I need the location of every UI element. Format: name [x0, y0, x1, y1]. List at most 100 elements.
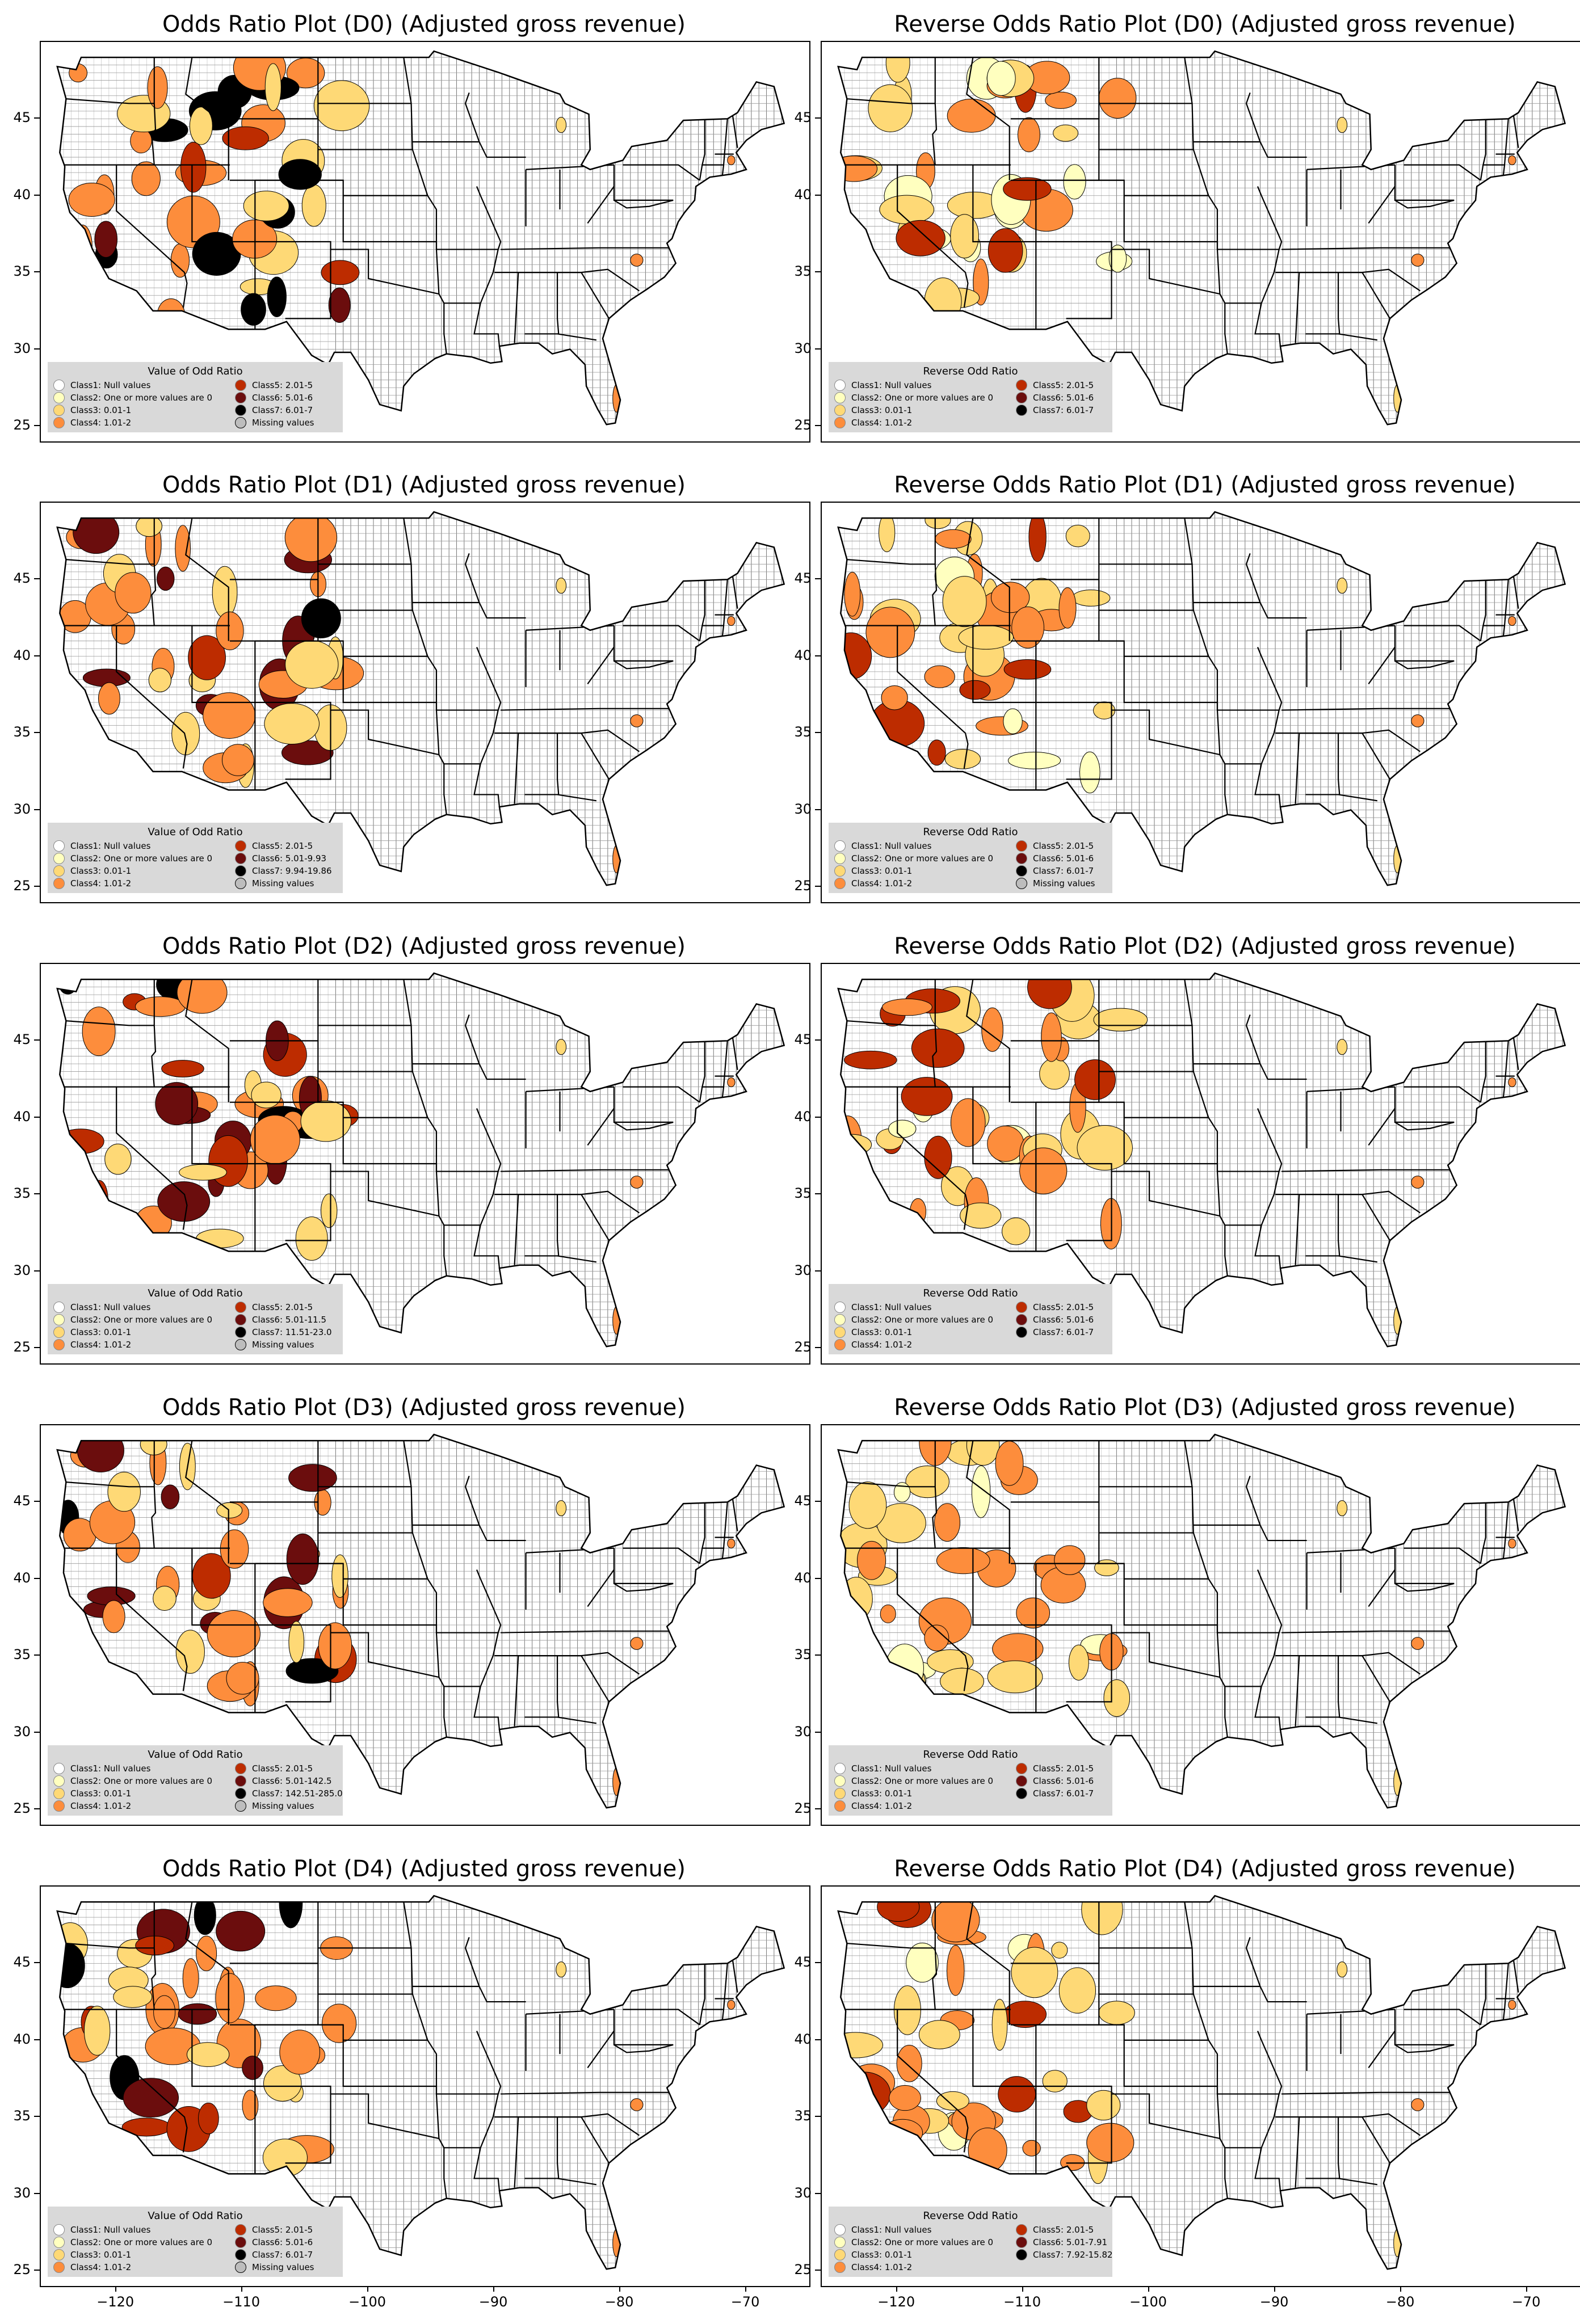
y-tick-mark [815, 424, 821, 426]
county-region [848, 1481, 887, 1529]
legend-label: Class6: 5.01-6 [252, 393, 313, 403]
county-region [1098, 2001, 1135, 2025]
county-region [1003, 659, 1052, 680]
state-boundary [1338, 2178, 1378, 2186]
legend-item: Missing values [1016, 877, 1095, 890]
legend-swatch [834, 1302, 846, 1313]
county-region [215, 1973, 245, 2023]
legend: Value of Odd Ratio Class1: Null values Cla… [48, 1284, 343, 1354]
legend-swatch [834, 865, 846, 877]
x-tick-mark [493, 2286, 495, 2292]
county-region [83, 2006, 111, 2056]
county-region [1054, 1545, 1086, 1575]
county-region [1063, 164, 1086, 200]
county-region [936, 1547, 990, 1574]
state-boundary [1295, 1194, 1300, 1265]
county-region [556, 578, 567, 594]
county-region [838, 284, 877, 316]
y-tick-mark [34, 2269, 40, 2271]
county-region [321, 2003, 357, 2043]
legend-item: Class4: 1.01-2 [834, 1338, 912, 1351]
state-boundary [254, 1563, 331, 1703]
county-region [1074, 1059, 1116, 1100]
county-region [104, 1143, 132, 1175]
legend-item: Missing values [235, 416, 314, 429]
state-boundary [1254, 186, 1283, 347]
legend-item: Class7: 6.01-7 [1016, 1787, 1094, 1800]
x-tick-mark [619, 2286, 621, 2292]
county-region [161, 1484, 180, 1510]
y-tick-mark [815, 1808, 821, 1809]
state-boundary [116, 1087, 188, 1230]
legend-item: Class4: 1.01-2 [53, 1800, 131, 1812]
state-boundary [557, 2178, 597, 2186]
state-boundary [1224, 2148, 1228, 2199]
legend-item: Class4: 1.01-2 [53, 1338, 131, 1351]
county-region [890, 2146, 909, 2171]
legend-label: Class6: 5.01-6 [1033, 853, 1094, 864]
us-outline [56, 1433, 785, 1809]
legend-label: Class1: Null values [70, 1302, 151, 1312]
legend-item: Class3: 0.01-1 [834, 1326, 912, 1338]
legend-label: Class6: 5.01-6 [252, 2237, 313, 2247]
y-tick-label: 45 [13, 570, 31, 587]
state-boundary [581, 1655, 610, 1702]
county-region [950, 214, 979, 259]
legend-label: Missing values [252, 1801, 314, 1811]
legend-label: Class2: One or more values are 0 [70, 1315, 212, 1325]
y-tick-mark [34, 1193, 40, 1195]
legend-item: Class7: 7.92-15.82 [1016, 2249, 1113, 2261]
legend-item: Class2: One or more values are 0 [834, 852, 993, 865]
legend-item: Class1: Null values [53, 1301, 150, 1313]
county-region [1081, 1896, 1123, 1935]
state-boundary [847, 1020, 935, 1026]
state-boundary [721, 1548, 725, 1559]
county-region [57, 1203, 100, 1234]
county-region [1094, 1559, 1119, 1577]
legend-swatch [235, 1788, 246, 1799]
state-boundary [587, 186, 615, 224]
y-tick-label: 40 [13, 647, 31, 663]
x-tick-mark [1400, 2286, 1402, 2292]
panel-title: Reverse Odds Ratio Plot (D4) (Adjusted g… [894, 1856, 1516, 1882]
state-boundary [557, 1716, 597, 1724]
county-region [135, 996, 186, 1017]
county-region [881, 685, 908, 710]
county-region [263, 2065, 302, 2102]
county-region [918, 2020, 960, 2049]
legend-item: Class2: One or more values are 0 [53, 1775, 212, 1787]
state-boundary [151, 518, 157, 626]
legend-item: Class5: 2.01-5 [1016, 2224, 1094, 2236]
state-boundary [1480, 1548, 1484, 1564]
county-region [130, 128, 152, 154]
county-region [991, 1999, 1008, 2051]
legend-label: Class2: One or more values are 0 [851, 1776, 993, 1786]
county-region [207, 1610, 260, 1657]
legend-swatch [1016, 392, 1027, 403]
legend: Value of Odd Ratio Class1: Null values Cla… [48, 1745, 343, 1816]
county-region [1098, 78, 1137, 119]
x-tick-mark [1148, 2286, 1150, 2292]
us-county-map [837, 1894, 1566, 2270]
county-region [865, 607, 915, 658]
panel-title: Reverse Odds Ratio Plot (D1) (Adjusted g… [894, 472, 1516, 498]
us-outline [56, 511, 785, 886]
legend-item: Class5: 2.01-5 [1016, 379, 1094, 391]
county-region [300, 1100, 352, 1142]
legend-item: Missing values [235, 1800, 314, 1812]
legend-label: Class7: 6.01-7 [252, 2250, 313, 2260]
legend-swatch [1016, 865, 1027, 877]
legend-label: Class7: 142.51-285.0 [252, 1788, 343, 1799]
y-tick-label: 45 [13, 1493, 31, 1509]
legend-item: Class3: 0.01-1 [834, 865, 912, 877]
state-boundary [1362, 1655, 1391, 1702]
state-boundary [1368, 2030, 1396, 2069]
county-region [987, 228, 1023, 273]
county-region [242, 2090, 259, 2121]
state-boundary [191, 165, 256, 330]
county-region [893, 1985, 921, 2035]
y-tick-label: 30 [794, 801, 812, 817]
legend-label: Class5: 2.01-5 [1033, 1763, 1094, 1774]
county-region [879, 513, 896, 553]
state-boundary [613, 2044, 674, 2053]
